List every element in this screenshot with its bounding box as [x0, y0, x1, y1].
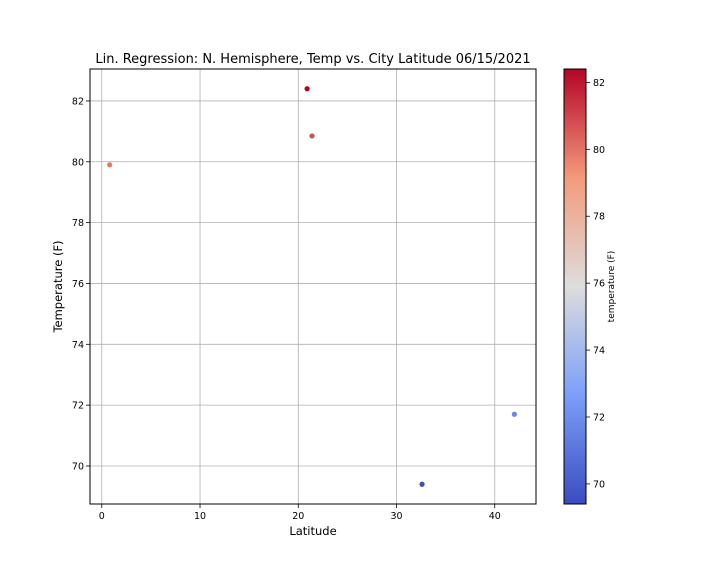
- y-axis-ticks: 70 72 74 76 78 80 82: [72, 96, 90, 472]
- x-tick-label: 20: [292, 511, 304, 522]
- colorbar-ticks: 70 72 74 76 78 80 82: [586, 78, 605, 490]
- y-tick-label: 70: [72, 461, 84, 472]
- y-tick-label: 80: [72, 157, 84, 168]
- colorbar-label: temperature (F): [607, 251, 617, 323]
- x-axis-label: Latitude: [289, 524, 336, 538]
- x-tick-label: 40: [489, 511, 501, 522]
- colorbar-tick-label: 70: [593, 479, 605, 490]
- data-point: [309, 133, 315, 139]
- colorbar-tick-label: 78: [593, 212, 605, 223]
- chart-title: Lin. Regression: N. Hemisphere, Temp vs.…: [95, 52, 530, 67]
- data-point: [419, 481, 425, 487]
- plot-frame: [89, 68, 537, 505]
- scatter-points: [107, 86, 517, 487]
- y-axis-label: Temperature (F): [51, 240, 65, 333]
- y-tick-label: 82: [72, 96, 84, 107]
- colorbar-tick-label: 76: [593, 279, 605, 290]
- y-tick-label: 78: [72, 218, 84, 229]
- colorbar-tick-label: 74: [593, 346, 605, 357]
- data-point: [304, 86, 310, 92]
- x-tick-label: 30: [390, 511, 402, 522]
- x-axis-ticks: 0 10 20 30 40: [99, 504, 501, 522]
- y-tick-label: 76: [72, 279, 84, 290]
- colorbar-tick-label: 82: [593, 78, 605, 89]
- grid-lines: [90, 69, 536, 504]
- data-point: [107, 162, 113, 168]
- data-point: [511, 411, 517, 417]
- x-tick-label: 0: [99, 511, 105, 522]
- x-tick-label: 10: [194, 511, 206, 522]
- colorbar: [563, 68, 587, 505]
- y-tick-label: 74: [72, 340, 84, 351]
- colorbar-tick-label: 72: [593, 413, 605, 424]
- y-tick-label: 72: [72, 401, 84, 412]
- colorbar-tick-label: 80: [593, 145, 605, 156]
